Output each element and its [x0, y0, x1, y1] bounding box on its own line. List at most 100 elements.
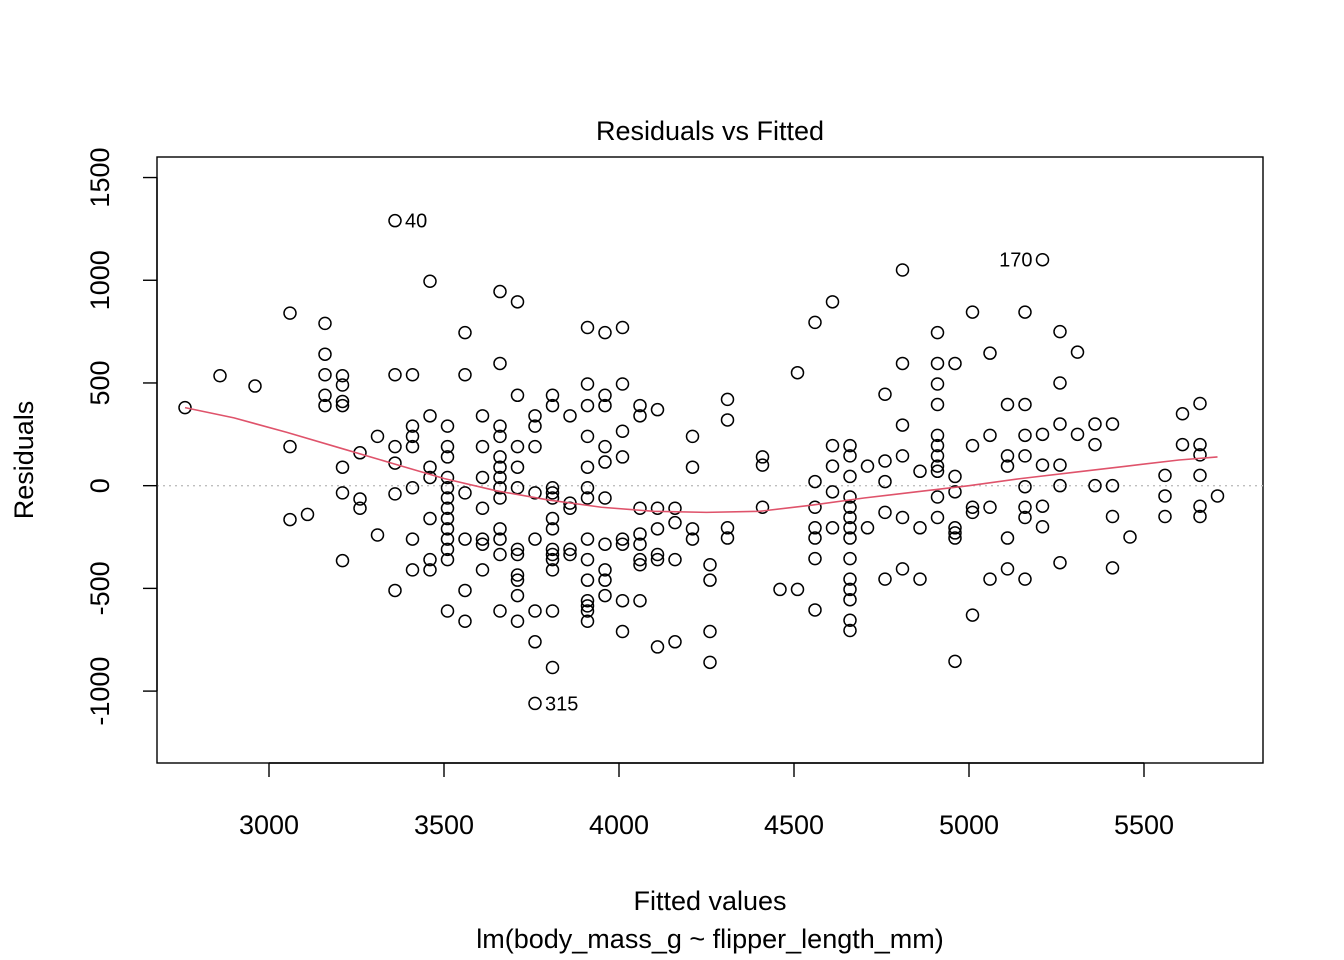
- residual-point: [1018, 500, 1032, 514]
- residual-point: [843, 438, 857, 453]
- residual-point: [843, 582, 857, 597]
- residual-point: [440, 532, 455, 546]
- residual-point: [930, 438, 945, 453]
- residual-point: [510, 568, 525, 582]
- residual-point: [388, 213, 402, 228]
- residual-point: [930, 510, 945, 525]
- residual-point: [335, 378, 350, 392]
- residual-point: [545, 660, 560, 675]
- residual-point: [843, 469, 857, 484]
- residual-point: [528, 604, 542, 618]
- residual-point: [545, 547, 560, 562]
- residual-point: [545, 491, 560, 505]
- residual-point: [423, 511, 437, 526]
- residual-point: [248, 379, 262, 393]
- residual-point: [948, 485, 962, 499]
- residual-point: [493, 532, 507, 546]
- residual-point: [860, 459, 875, 473]
- residual-point: [1000, 562, 1015, 576]
- residual-point: [615, 450, 630, 464]
- residual-point: [983, 500, 997, 514]
- residual-point: [1053, 324, 1067, 339]
- residual-point: [843, 531, 857, 545]
- residual-point: [668, 635, 682, 649]
- y-tick-label: -1000: [85, 657, 115, 726]
- residual-point: [388, 439, 402, 454]
- residual-point: [825, 438, 840, 453]
- residual-point: [475, 409, 490, 423]
- residual-point: [1088, 417, 1102, 431]
- residual-point: [825, 459, 840, 473]
- residual-point: [1018, 305, 1032, 319]
- residual-point: [475, 563, 490, 577]
- residual-point: [580, 398, 595, 413]
- residual-point: [930, 428, 945, 443]
- residual-point: [703, 624, 717, 639]
- residual-point: [1105, 478, 1120, 493]
- residual-point: [1000, 531, 1015, 545]
- residual-point: [510, 388, 525, 403]
- residual-point: [633, 558, 647, 572]
- residual-point: [930, 397, 945, 412]
- residual-point: [458, 367, 472, 382]
- residual-point: [510, 295, 525, 309]
- residual-point: [1193, 499, 1207, 513]
- residual-point: [1053, 555, 1067, 570]
- residual-point: [843, 490, 857, 504]
- residual-point: [983, 428, 997, 443]
- residual-point: [685, 522, 700, 536]
- residual-point: [440, 439, 455, 454]
- residual-point: [405, 419, 420, 433]
- residual-point: [598, 398, 612, 413]
- residual-point: [580, 593, 595, 608]
- residual-point: [598, 563, 612, 577]
- residual-point: [948, 526, 962, 540]
- residual-point: [545, 563, 560, 577]
- y-tick-label: 1500: [85, 148, 115, 208]
- residual-point: [493, 547, 507, 562]
- residual-point: [703, 573, 717, 587]
- residual-point: [493, 460, 507, 474]
- x-tick-label: 5500: [1114, 810, 1174, 840]
- residual-point: [388, 487, 402, 501]
- residual-point: [370, 528, 385, 542]
- residual-point: [930, 449, 945, 463]
- residual-point: [545, 552, 560, 567]
- residual-point: [633, 527, 647, 541]
- residual-point: [493, 284, 507, 299]
- residual-point: [405, 439, 420, 454]
- x-tick-label: 3500: [414, 810, 474, 840]
- residual-point: [423, 460, 437, 474]
- residual-point: [930, 490, 945, 504]
- residual-point: [440, 542, 455, 557]
- residual-point: [580, 429, 595, 444]
- residual-point: [720, 521, 735, 535]
- residual-point: [580, 599, 595, 613]
- residual-point: [1105, 509, 1120, 524]
- residual-point: [1193, 437, 1207, 452]
- residual-point: [598, 491, 612, 505]
- residual-point: [1018, 510, 1032, 525]
- residual-point: [895, 562, 910, 576]
- residual-point: [528, 635, 542, 649]
- residual-point: [318, 347, 332, 361]
- residual-point: [440, 491, 455, 505]
- residual-point: [1000, 459, 1015, 473]
- residual-point: [388, 583, 402, 598]
- residual-point: [458, 614, 472, 629]
- residual-point: [1193, 509, 1207, 524]
- residual-point: [948, 356, 962, 371]
- residual-point: [1088, 437, 1102, 452]
- residual-point: [913, 464, 927, 479]
- residual-point: [1053, 376, 1067, 390]
- residual-point: [948, 654, 962, 669]
- residual-point: [580, 460, 595, 474]
- residual-point: [300, 507, 315, 522]
- residual-point: [930, 325, 945, 340]
- residual-point: [458, 583, 472, 598]
- residual-point: [790, 582, 805, 597]
- residual-point: [878, 387, 892, 402]
- residual-point: [668, 501, 682, 516]
- residual-point: [965, 505, 980, 520]
- residual-point: [493, 356, 507, 371]
